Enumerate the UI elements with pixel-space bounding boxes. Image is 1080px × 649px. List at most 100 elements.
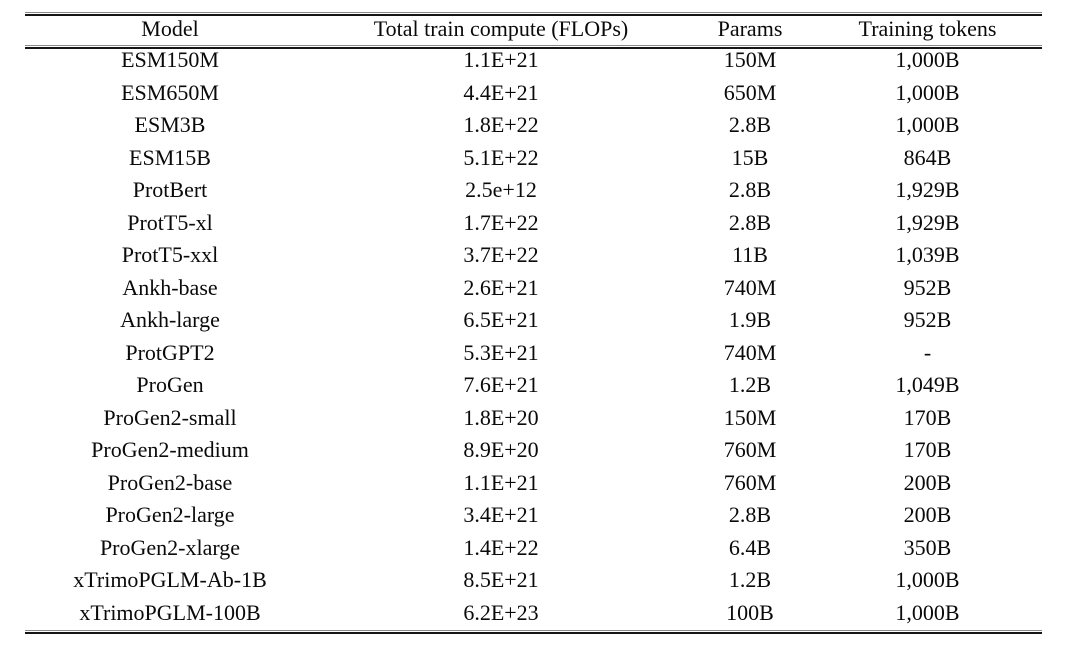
table-cell: xTrimoPGLM-100B: [79, 599, 261, 625]
table-cell: ProtT5-xl: [127, 209, 213, 235]
table-cell: 200B: [903, 469, 952, 495]
table-cell: 1.8E+22: [463, 112, 539, 138]
table-cell: ProtBert: [132, 177, 208, 203]
table-cell: 1,000B: [895, 599, 960, 625]
table-cell: 760M: [723, 437, 777, 463]
table-row: Ankh-large 6.5E+21 1.9B 952B: [25, 304, 1042, 337]
table-row: ProtBert 2.5e+12 2.8B 1,929B: [25, 174, 1042, 207]
column-header-training-tokens: Training tokens: [858, 15, 997, 41]
table-cell: 4.4E+21: [463, 79, 539, 105]
table-cell: 2.8B: [728, 209, 772, 235]
table-body: ESM150M 1.1E+21 150M 1,000B ESM650M 4.4E+21 65…: [25, 44, 1042, 629]
column-header-params: Params: [717, 15, 783, 41]
table-row: xTrimoPGLM-Ab-1B 8.5E+21 1.2B 1,000B: [25, 564, 1042, 597]
table-cell: ProGen2-large: [105, 502, 235, 528]
table-cell: 8.9E+20: [463, 437, 539, 463]
table-cell: 6.2E+23: [463, 599, 539, 625]
table-cell: 1,000B: [895, 112, 960, 138]
table-cell: ProGen2-small: [103, 404, 237, 430]
table-cell: ProtT5-xxl: [121, 242, 219, 268]
table-cell: 150M: [723, 47, 777, 73]
table-cell: 952B: [903, 307, 952, 333]
table-cell: ProGen2-base: [107, 469, 233, 495]
table-cell: 200B: [903, 502, 952, 528]
table-cell: 6.5E+21: [463, 307, 539, 333]
table-cell: 1,929B: [895, 209, 960, 235]
column-header-model: Model: [141, 15, 199, 41]
table-cell: 1,039B: [895, 242, 960, 268]
table-row: ESM150M 1.1E+21 150M 1,000B: [25, 44, 1042, 77]
table-cell: ProtGPT2: [125, 339, 215, 365]
table-cell: 170B: [903, 404, 952, 430]
table-cell: 1.7E+22: [463, 209, 539, 235]
table-cell: 15B: [731, 144, 769, 170]
table-cell: 952B: [903, 274, 952, 300]
table-cell: 2.5e+12: [465, 177, 537, 203]
table-cell: 3.4E+21: [463, 502, 539, 528]
table-cell: 760M: [723, 469, 777, 495]
table-cell: 740M: [723, 274, 777, 300]
table-cell: ProGen: [136, 372, 204, 398]
column-header-total-train-compute: Total train compute (FLOPs): [373, 15, 629, 41]
table-cell: xTrimoPGLM-Ab-1B: [73, 567, 267, 593]
table-cell: ProGen2-xlarge: [99, 534, 241, 560]
table-cell: 1.8E+20: [463, 404, 539, 430]
table-cell: 150M: [723, 404, 777, 430]
table-cell: 3.7E+22: [463, 242, 539, 268]
table-cell: ESM15B: [129, 144, 211, 170]
table-row: Ankh-base 2.6E+21 740M 952B: [25, 272, 1042, 305]
table-cell: 1,000B: [895, 79, 960, 105]
table-header-rule: [25, 45, 1042, 49]
table-cell: 11B: [732, 242, 768, 268]
model-compute-table: Model Total train compute (FLOPs) Params…: [25, 13, 1042, 629]
table-cell: ProGen2-medium: [91, 437, 249, 463]
table-cell: 1.2B: [728, 567, 772, 593]
table-row: xTrimoPGLM-100B 6.2E+23 100B 1,000B: [25, 597, 1042, 630]
table-cell: -: [923, 339, 932, 365]
table-cell: 5.3E+21: [463, 339, 539, 365]
table-cell: 2.8B: [728, 112, 772, 138]
table-cell: ESM150M: [121, 47, 219, 73]
table-bottom-rule: [25, 630, 1042, 634]
table-cell: 350B: [903, 534, 952, 560]
table-row: ESM15B 5.1E+22 15B 864B: [25, 142, 1042, 175]
table-cell: 740M: [723, 339, 777, 365]
table-cell: 1,049B: [895, 372, 960, 398]
table-cell: 1,000B: [895, 567, 960, 593]
table-cell: ESM3B: [134, 112, 206, 138]
table-header-row: Model Total train compute (FLOPs) Params…: [25, 13, 1042, 44]
table-cell: 650M: [723, 79, 777, 105]
table-row: ProtT5-xl 1.7E+22 2.8B 1,929B: [25, 207, 1042, 240]
table-cell: 2.8B: [728, 177, 772, 203]
table-cell: ESM650M: [121, 79, 219, 105]
table-cell: 2.6E+21: [463, 274, 539, 300]
table-cell: 100B: [726, 599, 774, 625]
table-cell: 1.2B: [728, 372, 772, 398]
table-cell: 864B: [903, 144, 952, 170]
table-top-rule: [25, 12, 1042, 16]
table-row: ESM3B 1.8E+22 2.8B 1,000B: [25, 109, 1042, 142]
table-cell: Ankh-base: [122, 274, 218, 300]
table-cell: 6.4B: [728, 534, 772, 560]
table-row: ProGen2-medium 8.9E+20 760M 170B: [25, 434, 1042, 467]
table-cell: 1,000B: [895, 47, 960, 73]
table-row: ProGen2-small 1.8E+20 150M 170B: [25, 402, 1042, 435]
table-cell: 7.6E+21: [463, 372, 539, 398]
table-cell: 1.1E+21: [463, 469, 539, 495]
table-row: ProGen2-base 1.1E+21 760M 200B: [25, 467, 1042, 500]
table-cell: 1.4E+22: [463, 534, 539, 560]
table-cell: 5.1E+22: [463, 144, 539, 170]
table-cell: 1.9B: [728, 307, 772, 333]
table-cell: 1,929B: [895, 177, 960, 203]
table-row: ESM650M 4.4E+21 650M 1,000B: [25, 77, 1042, 110]
table-cell: 1.1E+21: [463, 47, 539, 73]
table-row: ProtT5-xxl 3.7E+22 11B 1,039B: [25, 239, 1042, 272]
table-cell: 2.8B: [728, 502, 772, 528]
table-cell: 8.5E+21: [463, 567, 539, 593]
table-row: ProGen2-large 3.4E+21 2.8B 200B: [25, 499, 1042, 532]
table-cell: Ankh-large: [120, 307, 220, 333]
table-row: ProGen 7.6E+21 1.2B 1,049B: [25, 369, 1042, 402]
table-row: ProtGPT2 5.3E+21 740M -: [25, 337, 1042, 370]
table-row: ProGen2-xlarge 1.4E+22 6.4B 350B: [25, 532, 1042, 565]
